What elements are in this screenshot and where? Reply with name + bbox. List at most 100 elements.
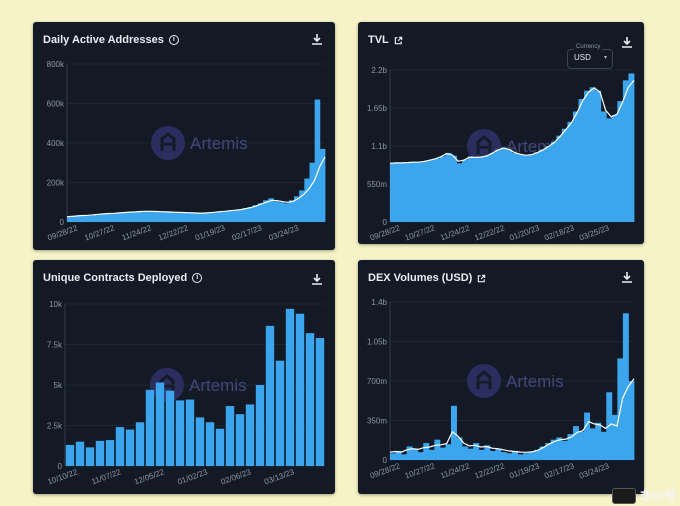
area-bar: [528, 452, 535, 460]
bar: [235, 414, 245, 466]
area-bar: [506, 149, 513, 222]
area-bar: [108, 213, 114, 222]
area-bar: [144, 210, 150, 222]
info-icon[interactable]: i: [192, 273, 203, 283]
download-icon[interactable]: [310, 272, 324, 286]
area-bar: [237, 209, 243, 222]
area-bar: [159, 211, 166, 222]
x-tick-label: 01/02/23: [176, 467, 209, 486]
area-bar: [473, 157, 480, 222]
x-tick-label: 01/20/23: [508, 223, 541, 242]
info-icon[interactable]: i: [168, 35, 179, 45]
bar: [65, 444, 75, 466]
area-bar: [196, 213, 202, 222]
area-bar: [550, 439, 557, 460]
x-tick-label: 03/25/23: [578, 223, 611, 242]
y-tick-label: 0: [383, 218, 388, 227]
x-tick-label: 11/24/22: [439, 223, 471, 242]
area-bar: [484, 445, 491, 460]
area-bar: [242, 208, 248, 222]
area-bar: [423, 161, 430, 222]
area-bar: [517, 454, 524, 460]
area-bar: [550, 141, 557, 222]
area-bar: [82, 215, 89, 222]
bar: [115, 427, 125, 466]
area-bar: [451, 155, 457, 222]
area-bar: [622, 80, 629, 222]
external-link-icon[interactable]: [477, 274, 486, 283]
area-bar: [589, 87, 596, 222]
area-bar: [273, 201, 279, 222]
area-bar: [165, 212, 171, 222]
area-bar: [72, 216, 78, 222]
area-bar: [103, 214, 109, 222]
area-bar: [288, 200, 295, 222]
area-bar: [473, 443, 480, 460]
y-tick-label: 2.5k: [47, 422, 63, 431]
area-bar: [628, 73, 635, 222]
area-bar: [294, 196, 300, 222]
x-tick-label: 11/24/22: [121, 223, 153, 242]
area-bar: [401, 454, 408, 460]
area-bar: [395, 450, 402, 460]
area-bar: [506, 453, 513, 460]
area-bar: [118, 213, 125, 222]
y-tick-label: 0: [60, 218, 65, 227]
area-bar: [467, 156, 474, 222]
area-bar: [412, 448, 419, 460]
area-bar: [139, 211, 145, 222]
y-tick-label: 1.65b: [367, 104, 388, 113]
series-line: [389, 378, 635, 453]
area-bar: [412, 161, 419, 222]
area-bar: [573, 426, 579, 460]
area-bar: [567, 121, 574, 222]
area-bar: [417, 162, 424, 222]
download-icon[interactable]: [310, 32, 324, 46]
panel-title: TVL: [368, 34, 403, 46]
panel-dex-volumes: DEX Volumes (USD) Artemis 0 350m 700m 1.05b 1…: [358, 260, 644, 494]
bar: [105, 440, 115, 466]
area-bar: [263, 200, 269, 222]
x-tick-label: 11/07/22: [90, 467, 122, 486]
area-bar: [428, 159, 435, 222]
x-tick-label: 10/27/22: [404, 223, 437, 242]
bar: [195, 417, 205, 466]
area-bar: [495, 149, 502, 222]
area-bar: [467, 448, 474, 460]
area-bar: [434, 439, 441, 460]
bar: [175, 400, 185, 466]
area-bar: [539, 149, 546, 222]
area-bar: [434, 158, 441, 222]
external-link-icon[interactable]: [394, 36, 403, 45]
area-bar: [456, 163, 463, 222]
area-bar: [595, 90, 602, 223]
area-bar: [252, 205, 259, 222]
area-bar: [406, 446, 413, 460]
bar: [135, 422, 145, 466]
area-bar: [561, 128, 568, 222]
area-bar: [584, 412, 591, 460]
chart-unique-contracts: Artemis 0 2.5k 5k 7.5k 10k 10/10/22 11/07/22 12/…: [46, 300, 325, 487]
series-line: [389, 80, 635, 164]
x-tick-label: 10/10/22: [46, 467, 79, 486]
corner-watermark-text: 非小号: [639, 489, 676, 503]
bar: [145, 389, 155, 466]
x-tick-label: 02/17/23: [543, 461, 576, 480]
bar: [295, 313, 305, 466]
area-bar: [77, 216, 83, 222]
area-bar: [556, 437, 563, 460]
x-tick-label: 12/22/22: [473, 223, 506, 242]
area-bar: [545, 146, 552, 222]
currency-select[interactable]: Currency USD ▾: [567, 44, 613, 69]
y-tick-label: 200k: [47, 179, 65, 188]
download-icon[interactable]: [620, 270, 634, 284]
download-icon[interactable]: [620, 35, 634, 49]
area-bar: [512, 152, 518, 222]
area-bar: [512, 450, 518, 460]
area-bar: [556, 135, 563, 222]
panel-title-text: Daily Active Addresses: [43, 34, 164, 46]
artemis-watermark-text: Artemis: [189, 376, 247, 395]
bar: [75, 441, 85, 466]
chevron-down-icon: ▾: [603, 55, 607, 61]
area-bar: [170, 212, 176, 222]
